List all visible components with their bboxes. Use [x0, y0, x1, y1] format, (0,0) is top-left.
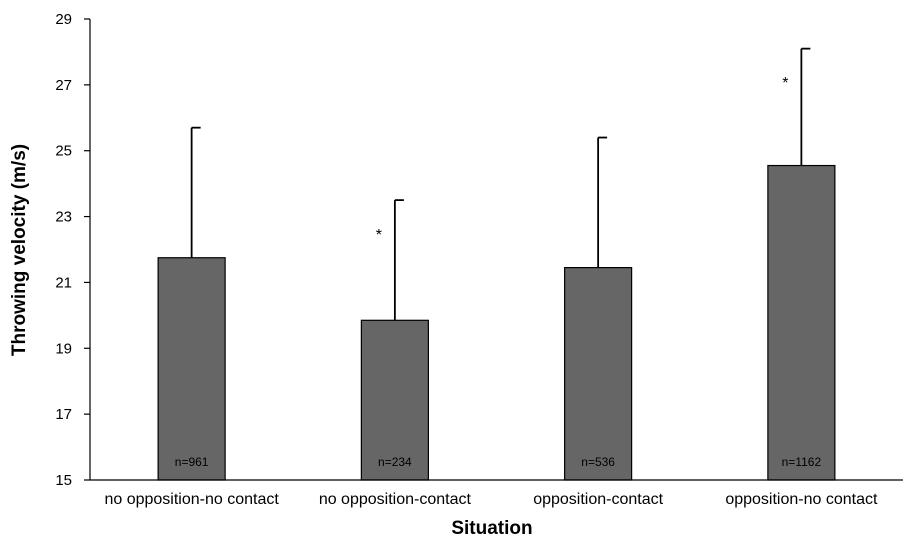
- sample-size-label: n=961: [175, 455, 209, 469]
- y-tick-label: 15: [55, 472, 72, 489]
- x-tick-label: no opposition-no contact: [104, 491, 279, 508]
- significance-marker: *: [376, 227, 382, 244]
- y-axis: 15 17 19 21 23 25 27 29: [55, 11, 91, 489]
- x-tick-label: opposition-no contact: [725, 491, 878, 508]
- y-tick-label: 19: [55, 340, 72, 357]
- significance-marker: *: [782, 75, 788, 92]
- bar: [564, 267, 633, 481]
- sample-size-label: n=1162: [782, 455, 822, 469]
- y-tick-label: 17: [55, 406, 72, 423]
- y-tick-label: 27: [55, 77, 72, 94]
- bar: [767, 164, 836, 481]
- x-axis: no opposition-no contact no opposition-co…: [90, 479, 903, 508]
- x-tick-label: no opposition-contact: [319, 491, 472, 508]
- bar: [360, 319, 429, 481]
- x-tick-label: opposition-contact: [533, 491, 663, 508]
- sample-size-label: n=536: [581, 455, 615, 469]
- bar: [157, 257, 226, 481]
- bars: n=961 n=234 * n=536 n=1162 *: [157, 47, 836, 481]
- y-tick-label: 21: [55, 274, 72, 291]
- sample-size-label: n=234: [378, 455, 412, 469]
- y-tick-label: 29: [55, 11, 72, 28]
- y-axis-title: Throwing velocity (m/s): [9, 144, 30, 356]
- y-tick-label: 23: [55, 209, 72, 226]
- x-axis-title: Situation: [451, 518, 532, 538]
- y-tick-label: 25: [55, 143, 72, 160]
